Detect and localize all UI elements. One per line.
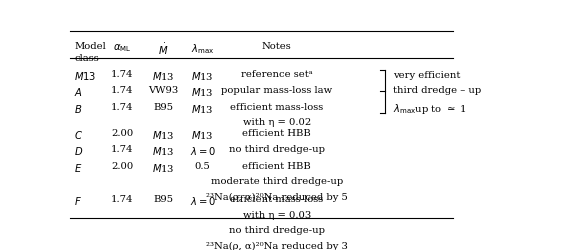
Text: $\dot{M}$: $\dot{M}$ <box>158 42 169 57</box>
Text: $\mathit{M}$13: $\mathit{M}$13 <box>152 144 175 156</box>
Text: very efficient: very efficient <box>393 70 460 80</box>
Text: ²³Na(ρ, α)²⁰Na reduced by 5: ²³Na(ρ, α)²⁰Na reduced by 5 <box>206 192 348 201</box>
Text: $\mathit{D}$: $\mathit{D}$ <box>75 144 84 156</box>
Text: efficient HBB: efficient HBB <box>242 161 311 170</box>
Text: $\mathit{M}$13: $\mathit{M}$13 <box>191 128 214 140</box>
Text: with η = 0.03: with η = 0.03 <box>242 210 311 219</box>
Text: 1.74: 1.74 <box>111 144 134 154</box>
Text: ²³Na(ρ, α)²⁰Na reduced by 3: ²³Na(ρ, α)²⁰Na reduced by 3 <box>206 241 348 250</box>
Text: $\mathit{M}$13: $\mathit{M}$13 <box>191 86 214 98</box>
Text: $\mathit{M}$13: $\mathit{M}$13 <box>152 161 175 173</box>
Text: third dredge – up: third dredge – up <box>393 86 481 95</box>
Text: $\mathit{B}$: $\mathit{B}$ <box>75 102 82 114</box>
Text: 0.5: 0.5 <box>195 161 211 170</box>
Text: $\mathit{F}$: $\mathit{F}$ <box>75 194 82 206</box>
Text: moderate third dredge-up: moderate third dredge-up <box>210 176 343 185</box>
Text: popular mass-loss law: popular mass-loss law <box>221 86 332 95</box>
Text: 2.00: 2.00 <box>111 128 134 137</box>
Text: class: class <box>75 54 99 63</box>
Text: $\lambda_{\rm max}$up to $\simeq$ 1: $\lambda_{\rm max}$up to $\simeq$ 1 <box>393 101 466 115</box>
Text: reference setᵃ: reference setᵃ <box>241 70 312 78</box>
Text: efficient mass-loss: efficient mass-loss <box>230 102 323 111</box>
Text: $\mathit{E}$: $\mathit{E}$ <box>75 161 83 173</box>
Text: $\alpha_{\rm ML}$: $\alpha_{\rm ML}$ <box>113 42 131 53</box>
Text: $\mathit{M}$13: $\mathit{M}$13 <box>152 70 175 82</box>
Text: 1.74: 1.74 <box>111 102 134 111</box>
Text: $\mathit{M13}$: $\mathit{M13}$ <box>75 70 97 82</box>
Text: 2.00: 2.00 <box>111 161 134 170</box>
Text: Model: Model <box>75 42 106 50</box>
Text: no third dredge-up: no third dredge-up <box>229 144 325 154</box>
Text: 1.74: 1.74 <box>111 194 134 203</box>
Text: $\lambda_{\rm max}$: $\lambda_{\rm max}$ <box>191 42 214 55</box>
Text: VW93: VW93 <box>149 86 179 95</box>
Text: 1.74: 1.74 <box>111 86 134 95</box>
Text: $\mathit{M}$13: $\mathit{M}$13 <box>191 102 214 114</box>
Text: B95: B95 <box>154 102 174 111</box>
Text: $\lambda = 0$: $\lambda = 0$ <box>190 194 216 206</box>
Text: $\mathit{M}$13: $\mathit{M}$13 <box>191 70 214 82</box>
Text: B95: B95 <box>154 194 174 203</box>
Text: efficient mass-loss: efficient mass-loss <box>230 194 323 203</box>
Text: no third dredge-up: no third dredge-up <box>229 226 325 234</box>
Text: $\mathit{C}$: $\mathit{C}$ <box>75 128 84 140</box>
Text: 1.74: 1.74 <box>111 70 134 78</box>
Text: with η = 0.02: with η = 0.02 <box>242 118 311 126</box>
Text: Notes: Notes <box>262 42 292 50</box>
Text: $\lambda = 0$: $\lambda = 0$ <box>190 144 216 156</box>
Text: efficient HBB: efficient HBB <box>242 128 311 137</box>
Text: $\mathit{A}$: $\mathit{A}$ <box>75 86 83 98</box>
Text: $\mathit{M}$13: $\mathit{M}$13 <box>152 128 175 140</box>
